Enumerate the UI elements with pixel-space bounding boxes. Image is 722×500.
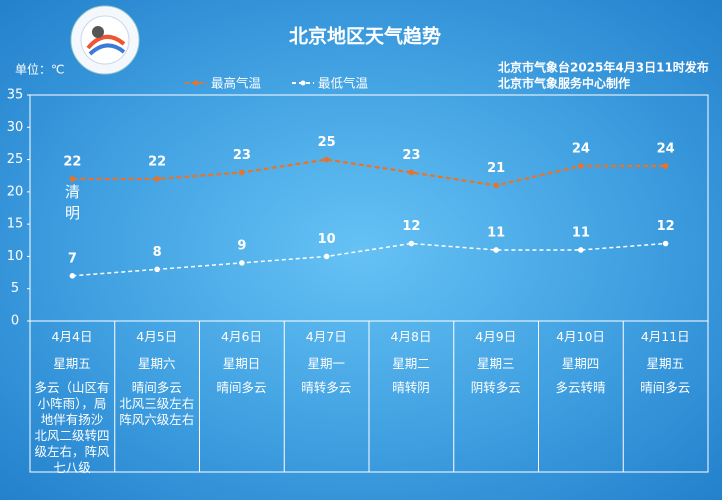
point [239,260,245,266]
value-label: 10 [318,232,336,247]
annotation: 清明 [63,184,81,226]
series-line [72,242,666,277]
date-label: 4月7日 [305,329,347,344]
date-label: 4月4日 [51,329,93,344]
date-label: 4月9日 [475,329,517,344]
value-label: 22 [63,154,81,169]
point [578,247,584,253]
point [69,273,76,279]
point [408,240,415,247]
unit-label: 单位：℃ [15,62,64,77]
value-label: 8 [153,245,162,260]
point [493,247,499,253]
value-label: 25 [318,135,336,150]
weather-label: 晴间多云 [640,380,691,395]
point [69,176,76,182]
weather-label: 晴间多云 [216,380,267,395]
weather-label: 多云转晴 [555,380,606,395]
value-label: 7 [68,251,77,266]
weekday-label: 星期一 [307,356,345,371]
value-label: 11 [572,225,590,240]
weekday-label: 星期三 [476,356,515,371]
weekday-label: 星期五 [53,356,91,371]
legend-label: 最高气温 [211,76,262,91]
value-label: 21 [487,161,505,176]
value-label: 12 [402,219,420,234]
point [239,169,245,176]
legend-marker [300,80,306,86]
y-tick-label: 20 [7,184,24,199]
logo [70,5,140,75]
y-tick-label: 30 [7,120,24,135]
y-tick-label: 0 [11,314,19,329]
value-label: 11 [487,225,505,240]
chart-title: 北京地区天气趋势 [289,25,441,48]
y-tick-label: 25 [7,152,24,167]
weekday-label: 星期日 [222,356,261,371]
value-label: 23 [233,148,251,163]
y-tick-label: 15 [7,217,24,232]
point [662,240,669,247]
date-label: 4月10日 [556,329,605,344]
date-label: 4月5日 [136,329,178,344]
date-label: 4月6日 [221,329,262,344]
weekday-label: 星期五 [646,356,684,371]
weekday-label: 星期四 [561,356,600,371]
issuer: 北京市气象服务中心制作 [498,76,630,91]
weather-label: 晴转多云 [301,380,352,395]
weekday-label: 星期六 [137,356,176,371]
weather-label: 多云（山区有 小阵雨），局 地伴有扬沙 北风二级转四 级左右，阵风 七八级 [34,380,110,475]
weather-label: 晴间多云 北风三级左右 阵风六级左右 [119,380,195,427]
value-label: 24 [657,142,675,157]
point [578,163,584,169]
value-label: 22 [148,154,166,169]
date-label: 4月8日 [390,329,432,344]
point [662,163,669,169]
y-tick-label: 5 [11,281,19,296]
point [493,182,499,189]
value-label: 24 [572,142,590,157]
weather-label: 晴转阴 [392,380,430,395]
point [154,266,160,273]
legend-marker [193,80,199,86]
legend-label: 最低气温 [318,76,369,91]
series-line [72,158,666,187]
point [154,176,160,182]
y-tick-label: 35 [7,88,24,103]
weekday-label: 星期二 [392,356,430,371]
value-label: 9 [237,238,246,253]
weather-label: 阴转多云 [470,380,521,395]
issuer: 北京市气象台2025年4月3日11时发布 [498,60,709,75]
date-label: 4月11日 [640,329,690,344]
point [323,253,330,260]
y-tick-label: 10 [7,249,24,264]
point [408,169,415,176]
value-label: 12 [657,219,675,234]
point [323,156,330,163]
value-label: 23 [402,148,420,163]
